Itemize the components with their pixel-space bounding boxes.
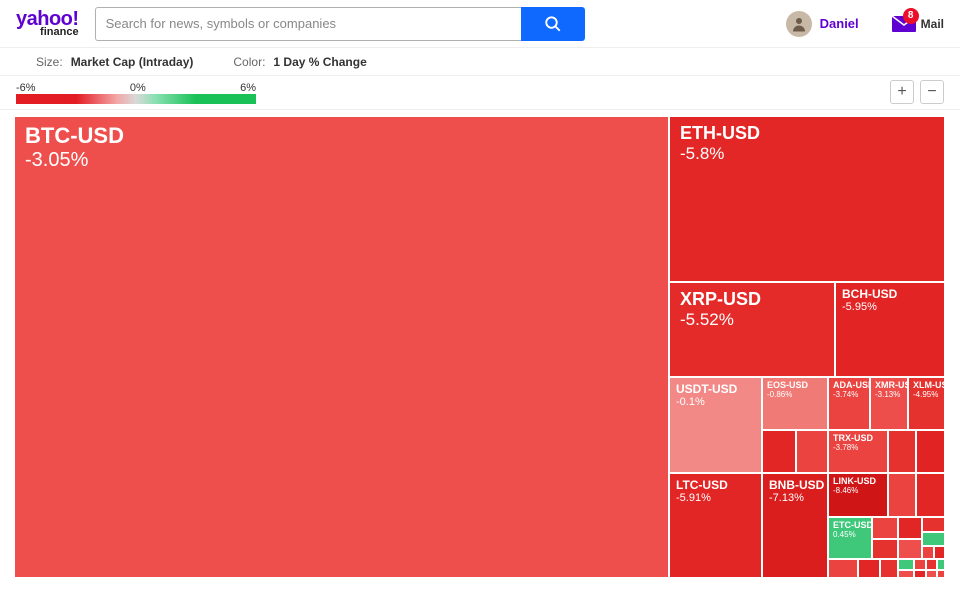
user-menu[interactable]: Daniel <box>786 11 859 37</box>
mail-badge: 8 <box>903 8 919 24</box>
treemap-cell[interactable] <box>873 540 897 558</box>
treemap-cell[interactable] <box>881 560 897 577</box>
mail-label: Mail <box>921 17 944 31</box>
cell-pct: -0.1% <box>676 396 755 408</box>
zoom-controls: + − <box>890 80 944 104</box>
legend-mid: 0% <box>130 82 146 94</box>
color-label: Color: <box>233 55 265 69</box>
color-legend: -6% 0% 6% <box>16 82 256 104</box>
treemap-cell[interactable] <box>927 571 936 577</box>
treemap-cell[interactable]: BTC-USD-3.05% <box>15 117 668 577</box>
cell-symbol: BTC-USD <box>25 123 658 149</box>
avatar <box>786 11 812 37</box>
treemap-cell[interactable] <box>899 571 913 577</box>
treemap-cell[interactable]: BNB-USD-7.13% <box>763 474 827 577</box>
legend-gradient <box>16 94 256 104</box>
mail-link[interactable]: 8 Mail <box>891 14 944 34</box>
zoom-in-button[interactable]: + <box>890 80 914 104</box>
legend-row: -6% 0% 6% + − <box>0 76 960 110</box>
treemap-cell[interactable] <box>889 431 915 472</box>
treemap-cell[interactable] <box>935 547 944 558</box>
treemap-cell[interactable] <box>915 571 925 577</box>
color-value[interactable]: 1 Day % Change <box>273 55 366 69</box>
cell-pct: -5.8% <box>680 144 934 164</box>
cell-symbol: TRX-USD <box>833 433 883 443</box>
cell-pct: -3.74% <box>833 390 865 399</box>
treemap-cell[interactable] <box>763 431 795 472</box>
cell-pct: -3.05% <box>25 149 658 172</box>
search-icon <box>544 15 562 33</box>
treemap-cell[interactable] <box>797 431 827 472</box>
legend-min: -6% <box>16 82 36 94</box>
treemap-cell[interactable] <box>915 560 925 569</box>
treemap-cell[interactable]: ETH-USD-5.8% <box>670 117 944 281</box>
treemap-cell[interactable] <box>923 533 944 545</box>
user-name: Daniel <box>820 16 859 31</box>
treemap-cell[interactable] <box>899 540 921 558</box>
treemap-cell[interactable] <box>899 518 921 538</box>
treemap-cell[interactable]: ETC-USD0.45% <box>829 518 871 558</box>
treemap-cell[interactable]: BCH-USD-5.95% <box>836 283 944 376</box>
cell-symbol: XRP-USD <box>680 289 824 310</box>
size-label: Size: <box>36 55 63 69</box>
cell-pct: -4.95% <box>913 390 940 399</box>
cell-pct: -0.86% <box>767 390 823 399</box>
cell-pct: -8.46% <box>833 486 883 495</box>
treemap-cell[interactable] <box>859 560 879 577</box>
header: yahoo! finance Daniel 8 Mail <box>0 0 960 48</box>
treemap-cell[interactable]: XLM-USD-4.95% <box>909 378 944 429</box>
cell-symbol: ETC-USD <box>833 520 867 530</box>
treemap-cell[interactable]: ADA-USD-3.74% <box>829 378 869 429</box>
cell-symbol: ADA-USD <box>833 380 865 390</box>
zoom-out-button[interactable]: − <box>920 80 944 104</box>
cell-symbol: BNB-USD <box>769 478 821 492</box>
cell-pct: -5.95% <box>842 301 938 313</box>
cell-pct: -5.52% <box>680 310 824 330</box>
cell-pct: -3.78% <box>833 443 883 452</box>
logo-sub: finance <box>16 27 79 38</box>
size-value[interactable]: Market Cap (Intraday) <box>71 55 194 69</box>
legend-max: 6% <box>240 82 256 94</box>
cell-symbol: USDT-USD <box>676 382 755 396</box>
logo[interactable]: yahoo! finance <box>16 9 79 38</box>
cell-symbol: XLM-USD <box>913 380 940 390</box>
treemap-cell[interactable] <box>923 547 933 558</box>
treemap-cell[interactable] <box>917 431 944 472</box>
cell-symbol: LTC-USD <box>676 478 755 492</box>
treemap-cell[interactable] <box>923 518 944 531</box>
treemap-cell[interactable]: XMR-USD-3.13% <box>871 378 907 429</box>
cell-pct: -3.13% <box>875 390 903 399</box>
treemap-cell[interactable] <box>917 474 944 516</box>
search-button[interactable] <box>521 7 585 41</box>
treemap-cell[interactable]: LINK-USD-8.46% <box>829 474 887 516</box>
cell-symbol: XMR-USD <box>875 380 903 390</box>
treemap-cell[interactable] <box>938 571 944 577</box>
cell-symbol: LINK-USD <box>833 476 883 486</box>
treemap-cell[interactable] <box>873 518 897 538</box>
treemap-cell[interactable] <box>899 560 913 569</box>
treemap-cell[interactable]: USDT-USD-0.1% <box>670 378 761 472</box>
treemap-cell[interactable]: XRP-USD-5.52% <box>670 283 834 376</box>
treemap-cell[interactable]: EOS-USD-0.86% <box>763 378 827 429</box>
treemap[interactable]: BTC-USD-3.05%ETH-USD-5.8%XRP-USD-5.52%BC… <box>15 117 944 577</box>
treemap-cell[interactable] <box>927 560 936 569</box>
cell-pct: 0.45% <box>833 530 867 539</box>
search-bar <box>95 7 585 41</box>
cell-symbol: BCH-USD <box>842 287 938 301</box>
treemap-cell[interactable]: LTC-USD-5.91% <box>670 474 761 577</box>
treemap-cell[interactable] <box>829 560 857 577</box>
search-input[interactable] <box>95 7 521 41</box>
cell-pct: -5.91% <box>676 492 755 504</box>
cell-symbol: ETH-USD <box>680 123 934 144</box>
treemap-cell[interactable] <box>938 560 944 569</box>
treemap-cell[interactable]: TRX-USD-3.78% <box>829 431 887 472</box>
treemap-controls: Size: Market Cap (Intraday) Color: 1 Day… <box>0 48 960 76</box>
cell-symbol: EOS-USD <box>767 380 823 390</box>
treemap-cell[interactable] <box>889 474 915 516</box>
cell-pct: -7.13% <box>769 492 821 504</box>
